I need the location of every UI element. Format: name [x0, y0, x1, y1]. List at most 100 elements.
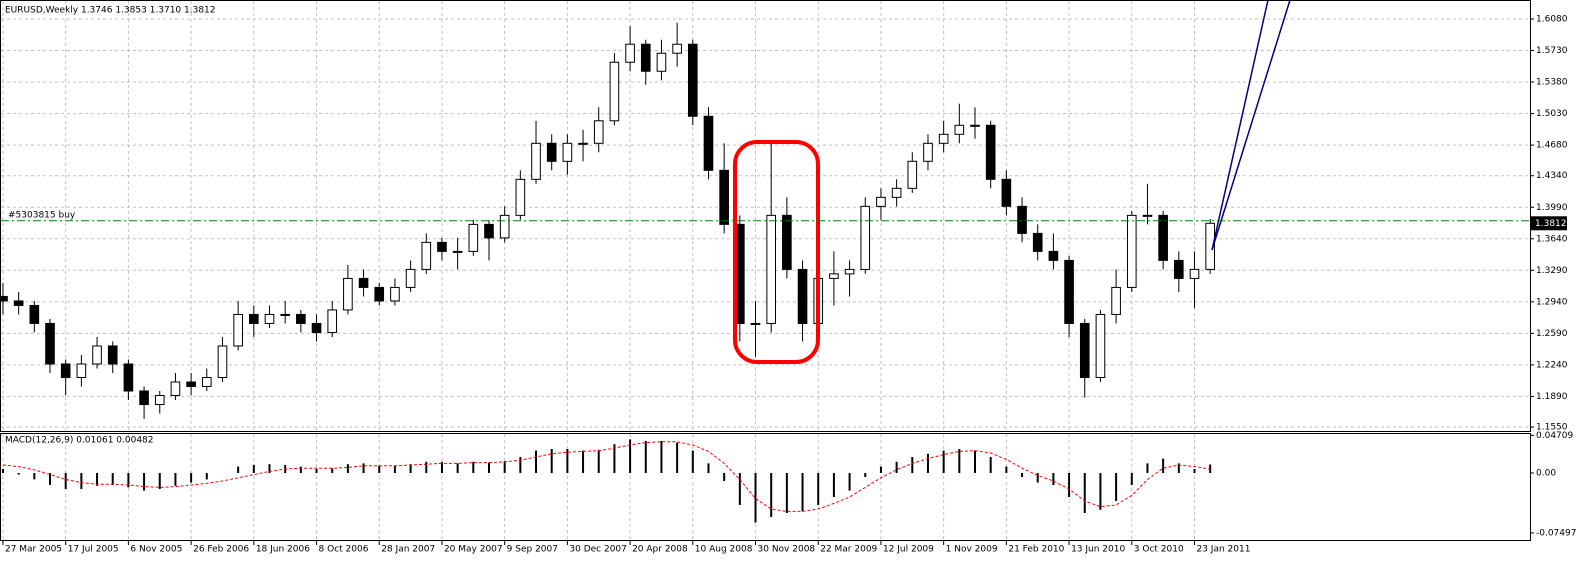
x-tick-label: 27 Mar 2005 [5, 545, 62, 555]
candle-body [374, 286, 385, 302]
macd-title: MACD(12,26,9) 0.01061 0.00482 [5, 436, 154, 446]
candle-body [593, 120, 604, 144]
candle-body [280, 313, 290, 316]
candle-body [327, 309, 338, 333]
candle-body [672, 43, 682, 54]
candle-body [970, 124, 980, 127]
x-tick-label: 28 Jan 2007 [381, 545, 435, 555]
candle-body [1174, 259, 1184, 279]
candle-body [954, 124, 965, 135]
candle-body [1095, 313, 1106, 378]
y-tick-label: 1.1890 [1536, 392, 1568, 402]
candle-body [876, 196, 886, 207]
x-tick-label: 30 Dec 2007 [569, 545, 627, 555]
candle-body [766, 214, 777, 324]
candle-body [829, 273, 839, 279]
candle-body [264, 313, 275, 324]
candle-body [29, 304, 40, 324]
candle-body [923, 142, 933, 162]
candle-body [296, 313, 306, 324]
candle-body [515, 178, 526, 216]
order-label: #5303815 buy [8, 210, 76, 220]
candle-body [1111, 286, 1121, 315]
candle-body [499, 214, 510, 239]
y-tick-label: 1.6080 [1536, 15, 1568, 25]
x-tick-label: 8 Oct 2006 [319, 545, 369, 555]
candle-body [546, 142, 557, 162]
y-tick-label: 1.3290 [1536, 266, 1568, 276]
x-tick-label: 23 Jan 2011 [1196, 545, 1250, 555]
candle-body [154, 395, 165, 406]
candle-body [562, 142, 573, 162]
candle-body [358, 277, 369, 288]
candle-body [0, 295, 8, 302]
x-tick-label: 13 Jun 2010 [1071, 545, 1125, 555]
candle-body [217, 345, 228, 378]
candle-body [719, 169, 729, 225]
candle-body [249, 313, 259, 324]
candle-body [390, 286, 400, 302]
macd-panel [0, 433, 1531, 541]
y-tick-label: 0.00 [1536, 468, 1556, 478]
y-tick-label: -0.07497 [1536, 528, 1576, 538]
x-tick-label: 17 Jul 2005 [68, 545, 119, 555]
candle-body [405, 268, 416, 288]
candle-body [45, 322, 55, 365]
y-tick-label: 1.5030 [1536, 109, 1568, 119]
x-tick-label: 10 Aug 2008 [695, 545, 753, 555]
candle-body [891, 187, 902, 198]
candle-body [170, 381, 181, 397]
x-tick-label: 9 Sep 2007 [507, 545, 558, 555]
candle-body [343, 277, 353, 311]
candle-body [844, 268, 855, 275]
trend-line [1211, 0, 1269, 251]
candle-body [13, 300, 24, 306]
price-panel [0, 0, 1531, 432]
y-tick-label: 1.5380 [1536, 78, 1568, 88]
candle-body [860, 205, 871, 270]
candle-body [76, 363, 87, 378]
marks [0, 22, 1215, 523]
y-tick-label: 1.1550 [1536, 423, 1568, 433]
candle-body [421, 241, 432, 270]
y-tick-label: 1.4680 [1536, 141, 1568, 151]
candle-body [907, 160, 918, 189]
candle-body [578, 142, 588, 145]
last-price-label: 1.3812 [1535, 219, 1567, 229]
candle-body [484, 223, 494, 239]
x-tick-label: 30 Nov 2008 [758, 545, 816, 555]
candle-body [1189, 268, 1200, 279]
candle-body [233, 313, 243, 347]
chart-title: EURUSD,Weekly 1.3746 1.3853 1.3710 1.381… [5, 6, 216, 16]
candle-body [640, 43, 651, 72]
candle-body [92, 345, 102, 365]
candle-body [186, 381, 196, 388]
x-tick-label: 12 Jul 2009 [883, 545, 934, 555]
candle-body [750, 322, 761, 325]
candle-body [452, 250, 463, 253]
candle-body [938, 133, 949, 144]
x-tick-label: 1 Nov 2009 [946, 545, 998, 555]
candle-body [1079, 322, 1090, 378]
candle-body [139, 390, 149, 406]
candle-body [703, 115, 714, 171]
candle-body [201, 376, 212, 388]
candle-body [609, 61, 620, 122]
highlight-box [733, 140, 820, 364]
x-tick-label: 26 Feb 2006 [193, 545, 249, 555]
candle-body [687, 43, 698, 117]
candle-body [1001, 178, 1012, 207]
y-tick-label: 1.3640 [1536, 234, 1568, 244]
x-tick-label: 21 Feb 2010 [1008, 545, 1064, 555]
y-tick-label: 1.2590 [1536, 329, 1568, 339]
candle-body [985, 124, 996, 180]
x-tick-label: 6 Nov 2005 [130, 545, 182, 555]
signal-line [2, 441, 1211, 512]
candle-body [782, 214, 792, 270]
last-price-box [1531, 216, 1567, 231]
candle-body [797, 268, 808, 324]
y-tick-label: 1.2240 [1536, 360, 1568, 370]
candle-body [1064, 259, 1074, 324]
